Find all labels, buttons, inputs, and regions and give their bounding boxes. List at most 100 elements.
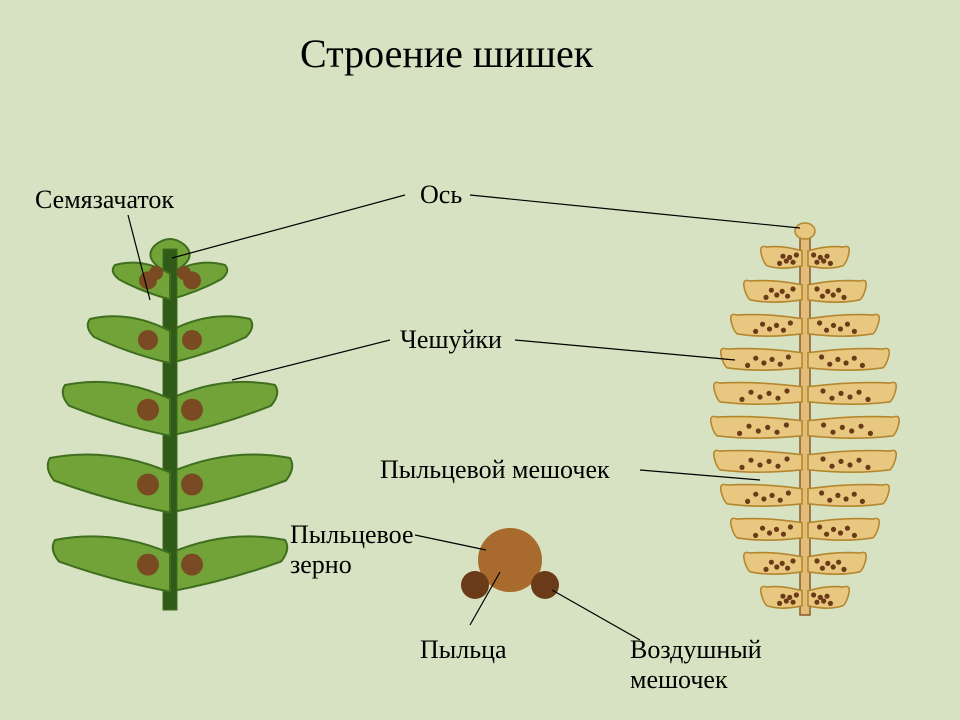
pollen-dot <box>769 493 774 498</box>
pollen-dot <box>737 431 742 436</box>
pollen-dot <box>827 362 832 367</box>
pollen-dot <box>821 598 826 603</box>
pollen-dot <box>769 288 774 293</box>
pollen-dot <box>821 422 826 427</box>
pollen-dot <box>746 424 751 429</box>
pollen-dot <box>814 600 819 605</box>
diagram-stage: Строение шишекОсьСемязачатокЧешуйкиПыльц… <box>0 0 960 720</box>
pollen-dot <box>753 492 758 497</box>
ovule-left-3 <box>137 474 159 496</box>
pollen-dot <box>761 360 766 365</box>
pollen-dot <box>828 261 833 266</box>
male-scale-right-3 <box>808 348 889 370</box>
pollen-dot <box>785 294 790 299</box>
pollen-dot <box>769 357 774 362</box>
pollen-dot <box>814 558 819 563</box>
pollen-dot <box>835 357 840 362</box>
pollen-dot <box>856 390 861 395</box>
pollen-dot <box>829 396 834 401</box>
ovule-right-1 <box>182 330 202 350</box>
pollen-dot <box>786 490 791 495</box>
label-pollensac: Пыльцевой мешочек <box>380 455 610 485</box>
pollen-dot <box>775 396 780 401</box>
pollen-dot <box>753 533 758 538</box>
pollen-dot <box>780 254 785 259</box>
pollen-dot <box>766 459 771 464</box>
pollen-dot <box>841 567 846 572</box>
pollen-dot <box>784 456 789 461</box>
pollen-dot <box>827 498 832 503</box>
pollen-dot <box>817 524 822 529</box>
pollen-dot <box>845 322 850 327</box>
pollen-dot <box>865 397 870 402</box>
pollen-dot <box>777 601 782 606</box>
pollen-dot <box>841 295 846 300</box>
pollen-dot <box>829 464 834 469</box>
leader-1 <box>470 195 800 228</box>
pollen-dot <box>831 292 836 297</box>
male-scale-right-7 <box>808 484 889 506</box>
pollen-dot <box>753 329 758 334</box>
pollen-dot <box>786 354 791 359</box>
pollen-dot <box>814 286 819 291</box>
male-scale-right-5 <box>808 416 899 438</box>
pollen-dot <box>836 288 841 293</box>
pollen-dot <box>852 356 857 361</box>
pollen-dot <box>769 560 774 565</box>
pollen-dot <box>774 292 779 297</box>
pollen-dot <box>794 592 799 597</box>
diagram-title: Строение шишек <box>300 30 593 77</box>
pollen-dot <box>831 323 836 328</box>
label-ovule: Семязачаток <box>35 185 174 215</box>
male-cone-tip <box>795 223 815 239</box>
pollen-dot <box>830 430 835 435</box>
pollen-dot <box>817 320 822 325</box>
pollen-dot <box>785 566 790 571</box>
pollen-grain <box>461 528 559 599</box>
pollen-dot <box>790 286 795 291</box>
pollen-dot <box>774 527 779 532</box>
pollen-dot <box>748 390 753 395</box>
pollen-dot <box>824 532 829 537</box>
leader-0 <box>172 195 405 258</box>
pollen-dot <box>858 424 863 429</box>
pollen-dot <box>824 594 829 599</box>
pollen-dot <box>860 499 865 504</box>
female-cone <box>48 239 293 610</box>
pollen-dot <box>852 329 857 334</box>
pollen-dot <box>838 530 843 535</box>
pollen-dot <box>852 533 857 538</box>
pollen-dot <box>838 459 843 464</box>
pollen-dot <box>838 391 843 396</box>
pollen-dot <box>852 492 857 497</box>
pollen-dot <box>835 493 840 498</box>
ovule-left-1 <box>138 330 158 350</box>
pollen-dot <box>868 431 873 436</box>
pollen-dot <box>824 254 829 259</box>
pollen-dot <box>745 363 750 368</box>
pollen-dot <box>775 464 780 469</box>
pollen-dot <box>790 260 795 265</box>
pollen-dot <box>774 430 779 435</box>
pollen-dot <box>843 360 848 365</box>
pollen-dot <box>840 425 845 430</box>
male-scale-left-6 <box>714 450 802 472</box>
pollen-dot <box>820 566 825 571</box>
pollen-dot <box>819 354 824 359</box>
ovule-right-2 <box>181 399 203 421</box>
pollen-dot <box>821 258 826 263</box>
label-airsac: Воздушный мешочек <box>630 635 762 695</box>
ovule-tip-left <box>149 266 163 280</box>
pollen-dot <box>784 422 789 427</box>
pollen-dot <box>780 289 785 294</box>
ovule-right-3 <box>181 474 203 496</box>
pollen-dot <box>778 498 783 503</box>
pollen-dot <box>780 594 785 599</box>
pollen-dot <box>760 322 765 327</box>
pollen-dot <box>774 564 779 569</box>
pollen-dot <box>766 391 771 396</box>
pollen-dot <box>847 462 852 467</box>
pollen-dot <box>739 465 744 470</box>
pollen-dot <box>748 458 753 463</box>
pollen-dot <box>767 326 772 331</box>
